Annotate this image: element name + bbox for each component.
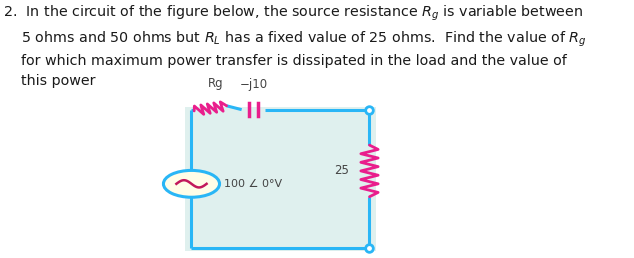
Text: 25: 25 [334, 164, 349, 178]
Circle shape [164, 171, 219, 197]
Text: 2.  In the circuit of the figure below, the source resistance $R_g$ is variable : 2. In the circuit of the figure below, t… [3, 4, 586, 88]
Text: 100 ∠ 0°V: 100 ∠ 0°V [224, 179, 282, 189]
Bar [185, 107, 376, 251]
Text: Rg: Rg [208, 77, 224, 90]
Text: −j10: −j10 [240, 78, 268, 91]
